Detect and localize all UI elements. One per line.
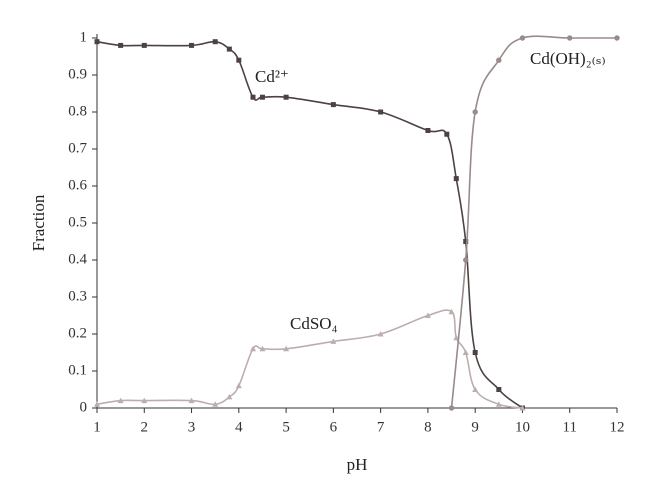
point: [259, 94, 265, 100]
point: [377, 331, 384, 337]
y-tick-label: 0: [80, 399, 88, 415]
point: [226, 393, 233, 400]
point: [378, 109, 384, 115]
point: [519, 405, 526, 411]
point: [472, 109, 478, 115]
point: [463, 239, 469, 244]
point: [141, 42, 147, 48]
x-tick-label: 8: [424, 419, 432, 435]
y-tick-label: 0.6: [68, 177, 87, 193]
point: [235, 382, 242, 389]
y-tick-label: 0.2: [68, 325, 87, 341]
y-axis-title: Fraction: [29, 194, 48, 251]
x-tick-label: 2: [141, 419, 149, 435]
point: [444, 131, 450, 137]
y-tick-label: 1: [80, 29, 88, 45]
point: [453, 176, 459, 182]
point: [448, 308, 455, 315]
series-line: [96, 40, 523, 409]
x-axis-title: pH: [347, 455, 368, 474]
y-tick-label: 0.1: [68, 362, 87, 378]
point: [283, 345, 290, 352]
point: [189, 42, 195, 48]
series-line: [450, 35, 617, 409]
series-label: Cd(OH)₂₍ₛ₎: [530, 49, 606, 68]
x-tick-label: 11: [563, 419, 577, 435]
point: [425, 128, 431, 133]
point: [212, 401, 219, 407]
y-tick-label: 0.4: [68, 251, 87, 267]
series-label: Cd²⁺: [255, 67, 289, 86]
x-tick-label: 5: [282, 419, 290, 435]
point: [188, 397, 195, 404]
point: [472, 386, 479, 392]
point: [519, 35, 526, 41]
point: [448, 405, 455, 411]
x-tick-label: 4: [235, 419, 243, 435]
point: [496, 57, 502, 63]
point: [463, 257, 469, 263]
y-tick-label: 0.8: [68, 103, 87, 119]
point: [212, 39, 218, 45]
point: [424, 312, 431, 318]
point: [472, 350, 478, 355]
point: [614, 35, 620, 41]
x-tick-label: 6: [330, 419, 338, 435]
point: [94, 39, 100, 45]
x-tick-label: 3: [188, 419, 196, 435]
y-tick-label: 0.9: [68, 66, 87, 82]
series-label: CdSO₄: [290, 314, 338, 333]
point: [250, 345, 256, 352]
x-tick-label: 10: [515, 419, 530, 435]
point: [496, 387, 502, 392]
x-tick-label: 1: [93, 419, 101, 435]
y-tick-label: 0.7: [68, 140, 87, 156]
point: [462, 349, 469, 355]
point: [118, 42, 124, 48]
point: [259, 345, 266, 352]
point: [141, 397, 148, 404]
point: [226, 46, 232, 52]
y-tick-label: 0.5: [68, 214, 87, 230]
point: [94, 401, 100, 407]
x-tick-label: 9: [471, 419, 479, 435]
y-tick-label: 0.3: [68, 288, 87, 304]
x-tick-label: 12: [610, 419, 625, 435]
point: [330, 102, 336, 108]
point: [567, 35, 573, 41]
point: [117, 397, 124, 404]
point: [283, 94, 289, 100]
point: [236, 57, 242, 63]
point: [250, 94, 256, 100]
point: [495, 401, 502, 407]
x-tick-label: 7: [377, 419, 385, 435]
point: [330, 338, 337, 344]
